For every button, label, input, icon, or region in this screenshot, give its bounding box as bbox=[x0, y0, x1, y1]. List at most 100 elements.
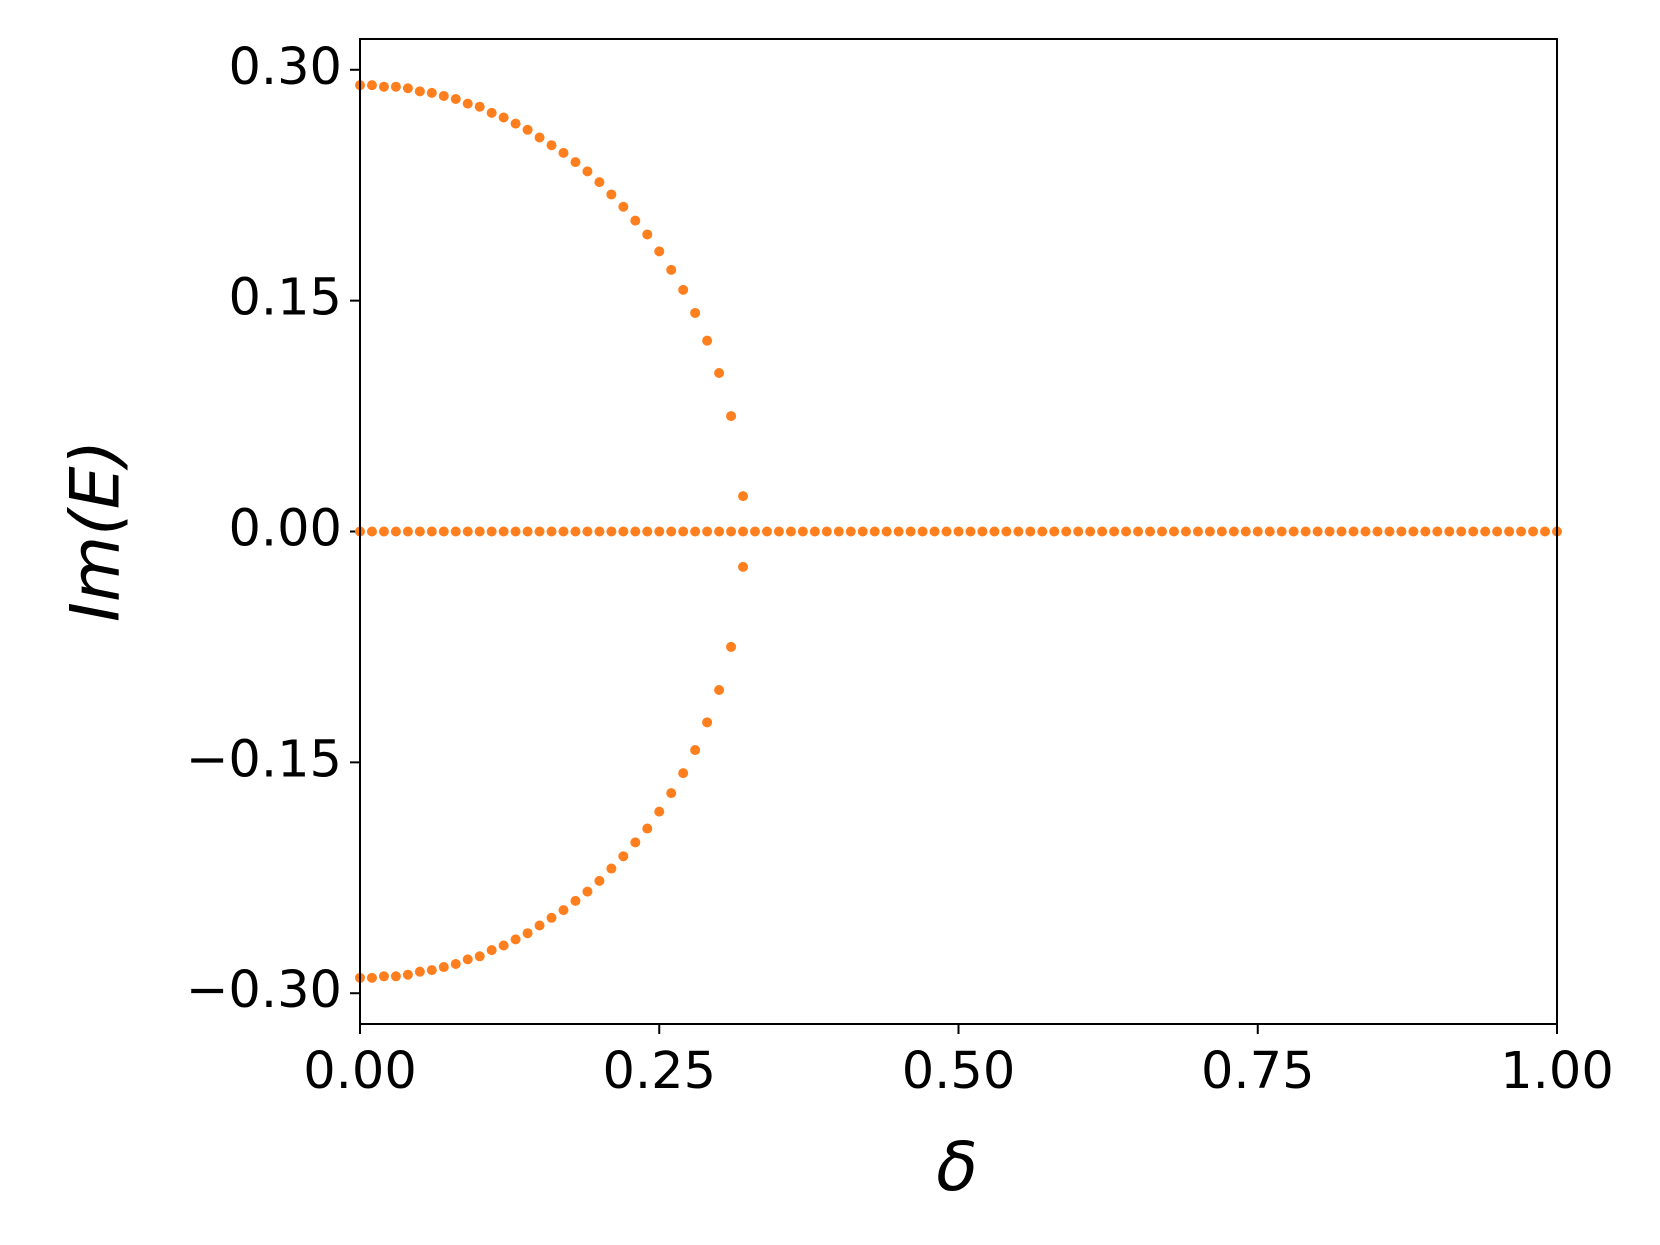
point bbox=[1480, 526, 1491, 537]
point bbox=[1372, 526, 1383, 537]
point bbox=[1168, 526, 1179, 537]
point bbox=[438, 962, 449, 973]
point bbox=[630, 526, 641, 537]
point bbox=[1300, 526, 1311, 537]
point bbox=[1264, 526, 1275, 537]
x-axis-label: δ bbox=[936, 1128, 978, 1207]
point bbox=[1384, 526, 1395, 537]
point bbox=[522, 928, 533, 939]
point bbox=[558, 526, 569, 537]
point bbox=[702, 717, 713, 728]
point bbox=[546, 140, 557, 151]
point bbox=[1109, 526, 1120, 537]
point bbox=[558, 147, 569, 158]
point bbox=[1444, 526, 1455, 537]
point bbox=[522, 124, 533, 135]
point bbox=[666, 526, 677, 537]
point bbox=[1408, 526, 1419, 537]
point bbox=[390, 526, 401, 537]
point bbox=[522, 526, 533, 537]
point bbox=[582, 166, 593, 177]
point bbox=[594, 526, 605, 537]
point bbox=[1252, 526, 1263, 537]
point bbox=[390, 971, 401, 982]
point bbox=[510, 118, 521, 129]
point bbox=[1348, 526, 1359, 537]
plot-frame bbox=[359, 38, 1558, 1025]
point bbox=[378, 971, 389, 982]
y-tick-label: 0.30 bbox=[228, 38, 342, 97]
point bbox=[582, 526, 593, 537]
point bbox=[366, 80, 377, 91]
point bbox=[438, 526, 449, 537]
point bbox=[690, 745, 701, 756]
x-tick-label: 0.75 bbox=[1201, 1042, 1315, 1101]
point bbox=[666, 264, 677, 275]
point bbox=[1504, 526, 1515, 537]
y-tick-label: 0.00 bbox=[228, 500, 342, 559]
point bbox=[450, 958, 461, 969]
point bbox=[1228, 526, 1239, 537]
point bbox=[498, 940, 509, 951]
point bbox=[1468, 526, 1479, 537]
point bbox=[582, 886, 593, 897]
point bbox=[750, 526, 761, 537]
point bbox=[606, 189, 617, 200]
point bbox=[498, 112, 509, 123]
point bbox=[1001, 526, 1012, 537]
point bbox=[1312, 526, 1323, 537]
point bbox=[450, 526, 461, 537]
point bbox=[929, 526, 940, 537]
point bbox=[1192, 526, 1203, 537]
point bbox=[414, 526, 425, 537]
point bbox=[462, 98, 473, 109]
point bbox=[618, 526, 629, 537]
point bbox=[534, 132, 545, 143]
point bbox=[654, 526, 665, 537]
point bbox=[738, 561, 749, 572]
point bbox=[414, 86, 425, 97]
point bbox=[630, 837, 641, 848]
point bbox=[857, 526, 868, 537]
point bbox=[426, 87, 437, 98]
point bbox=[402, 83, 413, 94]
point bbox=[642, 229, 653, 240]
point bbox=[965, 526, 976, 537]
point bbox=[666, 788, 677, 799]
point bbox=[761, 526, 772, 537]
point bbox=[558, 905, 569, 916]
y-tick-label: −0.15 bbox=[186, 730, 342, 789]
y-tick-label: −0.30 bbox=[186, 961, 342, 1020]
point bbox=[833, 526, 844, 537]
point bbox=[1013, 526, 1024, 537]
point bbox=[714, 367, 725, 378]
point bbox=[809, 526, 820, 537]
point bbox=[462, 526, 473, 537]
point bbox=[498, 526, 509, 537]
point bbox=[426, 526, 437, 537]
point bbox=[414, 966, 425, 977]
point bbox=[594, 875, 605, 886]
point bbox=[570, 895, 581, 906]
point bbox=[1097, 526, 1108, 537]
point bbox=[462, 954, 473, 965]
point bbox=[1516, 526, 1527, 537]
point bbox=[642, 823, 653, 834]
point bbox=[654, 246, 665, 257]
point bbox=[1540, 526, 1551, 537]
point bbox=[1049, 526, 1060, 537]
point bbox=[606, 863, 617, 874]
point bbox=[702, 335, 713, 346]
x-tick-label: 0.00 bbox=[303, 1042, 417, 1101]
point bbox=[534, 920, 545, 931]
point bbox=[690, 526, 701, 537]
point bbox=[450, 94, 461, 105]
point bbox=[1145, 526, 1156, 537]
x-tick-label: 1.00 bbox=[1500, 1042, 1614, 1101]
point bbox=[1025, 526, 1036, 537]
point bbox=[1133, 526, 1144, 537]
point bbox=[1061, 526, 1072, 537]
x-tick-label: 0.25 bbox=[602, 1042, 716, 1101]
point bbox=[773, 526, 784, 537]
